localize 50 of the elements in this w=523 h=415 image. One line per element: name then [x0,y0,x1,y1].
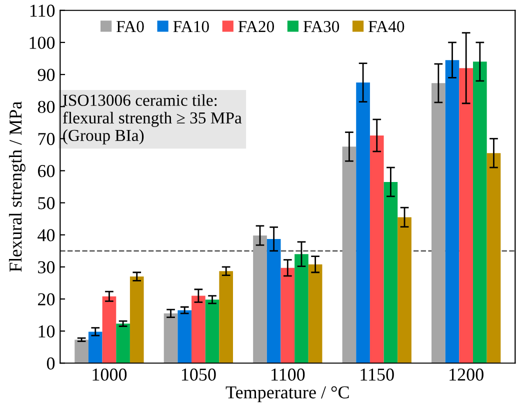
bar [178,310,192,364]
x-tick-label: 1200 [450,368,484,381]
bar [116,324,130,364]
bar [102,296,116,364]
x-tick-label: 1050 [182,368,216,381]
y-tick-label: 40 [38,229,55,242]
bar [294,254,308,364]
legend-label: FA10 [173,20,209,32]
bar [253,235,267,364]
bar [88,332,102,364]
y-tick-label: 110 [30,4,55,17]
bar [192,296,206,364]
y-tick-label: 50 [38,197,55,210]
y-tick-label: 60 [38,164,55,178]
bar [74,340,88,364]
annotation: ISO13006 ceramic tile: flexural strength ≥ 35 MPa (Group BIa) [62,94,242,144]
bar [432,83,446,364]
bar [205,300,220,364]
bar [459,68,473,364]
bar [164,313,178,364]
y-tick-label: 100 [30,36,55,49]
legend-label: FA20 [238,20,274,32]
bar [445,60,460,364]
bar [370,135,384,364]
y-axis-title: Flexural strength / MPa [9,101,26,272]
bar [219,271,234,364]
y-tick-label: 80 [38,100,55,114]
bar [384,182,398,364]
x-tick-label: 1000 [92,368,127,381]
x-tick-label: 1100 [272,368,305,381]
y-tick-label: 10 [38,325,55,338]
bar [486,153,501,364]
legend-label: FA0 [116,20,144,32]
y-tick-label: 0 [46,357,55,370]
y-tick-label: 20 [38,293,55,306]
bar [308,264,322,364]
bar [280,268,295,364]
bar [342,146,356,364]
bar [356,82,370,364]
legend-label: FA40 [368,20,404,32]
bar [130,276,144,364]
bar [473,62,487,364]
y-tick-label: 30 [38,261,55,274]
legend-label: FA30 [303,20,340,32]
bar [266,239,281,364]
bar [398,217,412,364]
x-tick-label: 1150 [360,368,394,381]
y-tick-label: 70 [38,132,55,146]
x-axis-title: Temperature / °C [226,386,349,402]
y-tick-label: 90 [38,68,55,81]
